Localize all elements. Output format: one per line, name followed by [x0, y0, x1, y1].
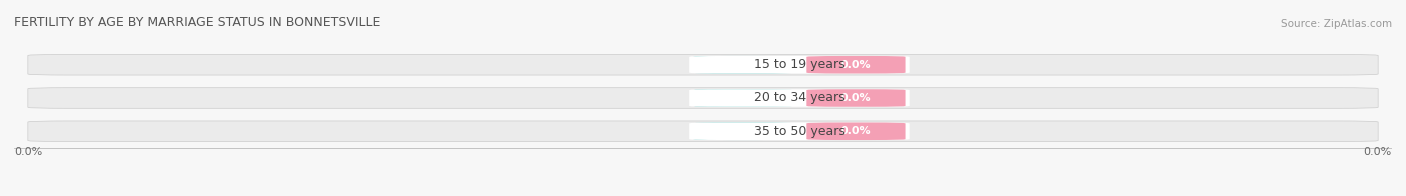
- Text: 0.0%: 0.0%: [728, 126, 758, 136]
- Text: 0.0%: 0.0%: [728, 93, 758, 103]
- Text: 0.0%: 0.0%: [841, 126, 872, 136]
- Text: Source: ZipAtlas.com: Source: ZipAtlas.com: [1281, 19, 1392, 29]
- Text: 15 to 19 years: 15 to 19 years: [754, 58, 845, 71]
- Text: 0.0%: 0.0%: [728, 60, 758, 70]
- FancyBboxPatch shape: [689, 89, 910, 107]
- Text: 20 to 34 years: 20 to 34 years: [754, 92, 845, 104]
- Text: 0.0%: 0.0%: [841, 60, 872, 70]
- Text: 35 to 50 years: 35 to 50 years: [754, 125, 845, 138]
- Legend: Married, Unmarried: Married, Unmarried: [718, 194, 880, 196]
- FancyBboxPatch shape: [28, 54, 1378, 75]
- FancyBboxPatch shape: [693, 122, 793, 140]
- FancyBboxPatch shape: [806, 56, 905, 74]
- FancyBboxPatch shape: [28, 88, 1378, 108]
- FancyBboxPatch shape: [806, 89, 905, 107]
- FancyBboxPatch shape: [693, 89, 793, 107]
- FancyBboxPatch shape: [689, 122, 910, 140]
- FancyBboxPatch shape: [689, 56, 910, 74]
- Text: 0.0%: 0.0%: [1364, 147, 1392, 157]
- Text: 0.0%: 0.0%: [14, 147, 42, 157]
- FancyBboxPatch shape: [28, 121, 1378, 142]
- FancyBboxPatch shape: [693, 56, 793, 74]
- Text: FERTILITY BY AGE BY MARRIAGE STATUS IN BONNETSVILLE: FERTILITY BY AGE BY MARRIAGE STATUS IN B…: [14, 16, 381, 29]
- Text: 0.0%: 0.0%: [841, 93, 872, 103]
- FancyBboxPatch shape: [806, 122, 905, 140]
